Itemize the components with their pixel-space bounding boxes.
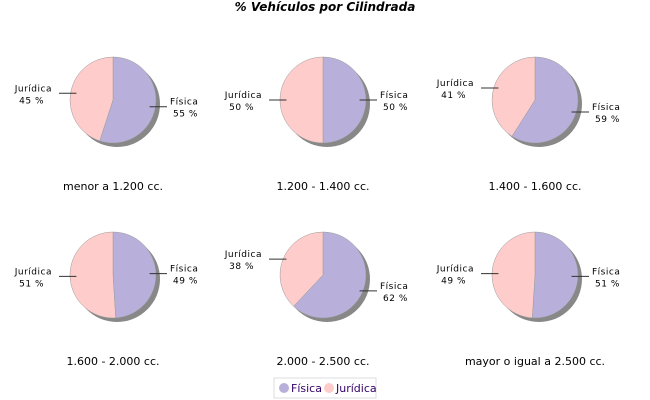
slice-label-name: Física	[592, 267, 620, 277]
slice-label-percent: 62 %	[383, 294, 408, 304]
slice-label-name: Física	[592, 103, 620, 113]
pie-category-label: mayor o igual a 2.500 cc.	[465, 355, 605, 368]
legend-swatch-juridica	[324, 383, 334, 393]
slice-label-percent: 55 %	[173, 110, 198, 120]
legend: Física Jurídica	[273, 377, 377, 399]
slice-label-percent: 51 %	[595, 279, 620, 289]
slice-label-name: Física	[170, 98, 198, 108]
slice-label-percent: 59 %	[595, 115, 620, 125]
slice-label-name: Jurídica	[14, 84, 52, 94]
slice-label-percent: 41 %	[441, 91, 466, 101]
slice-label-name: Física	[380, 282, 408, 292]
pie: Física 51 % Jurídica 49 % mayor o igual a 2.…	[436, 231, 620, 368]
slice-label-name: Jurídica	[436, 265, 474, 275]
slice-label-percent: 51 %	[19, 279, 44, 289]
slice-label-percent: 50 %	[229, 103, 254, 113]
slice-label-percent: 49 %	[173, 277, 198, 287]
pie: Física 50 % Jurídica 50 % 1.200 - 1.400 cc.	[224, 56, 408, 193]
slice-label-percent: 45 %	[19, 96, 44, 106]
chart-title: % Vehículos por Cilindrada	[235, 0, 416, 14]
pie-category-label: menor a 1.200 cc.	[63, 180, 163, 193]
slice-label-name: Jurídica	[436, 79, 474, 89]
pie-category-label: 2.000 - 2.500 cc.	[276, 355, 369, 368]
pie-category-label: 1.400 - 1.600 cc.	[488, 180, 581, 193]
pie-slice-juridica	[69, 231, 116, 319]
legend-entry-fisica: Física	[291, 382, 322, 395]
pie-slice-juridica	[279, 56, 324, 144]
slice-label-name: Física	[380, 91, 408, 101]
legend-entry-juridica: Jurídica	[335, 382, 377, 395]
slice-label-name: Jurídica	[224, 91, 262, 101]
pie: Física 55 % Jurídica 45 % menor a 1.200 cc.	[14, 56, 198, 193]
slice-label-name: Física	[170, 265, 198, 275]
pie: Física 62 % Jurídica 38 % 2.000 - 2.500 cc.	[224, 231, 408, 368]
pie: Física 59 % Jurídica 41 % 1.400 - 1.600 cc.	[436, 56, 620, 193]
pie: Física 49 % Jurídica 51 % 1.600 - 2.000 cc.	[14, 231, 198, 368]
slice-label-name: Jurídica	[14, 267, 52, 277]
pie-category-label: 1.200 - 1.400 cc.	[276, 180, 369, 193]
slice-label-name: Jurídica	[224, 250, 262, 260]
slice-label-percent: 49 %	[441, 277, 466, 287]
pie-category-label: 1.600 - 2.000 cc.	[66, 355, 159, 368]
legend-swatch-fisica	[279, 383, 289, 393]
slice-label-percent: 38 %	[229, 262, 254, 272]
pie-slice-juridica	[491, 231, 536, 319]
slice-label-percent: 50 %	[383, 103, 408, 113]
